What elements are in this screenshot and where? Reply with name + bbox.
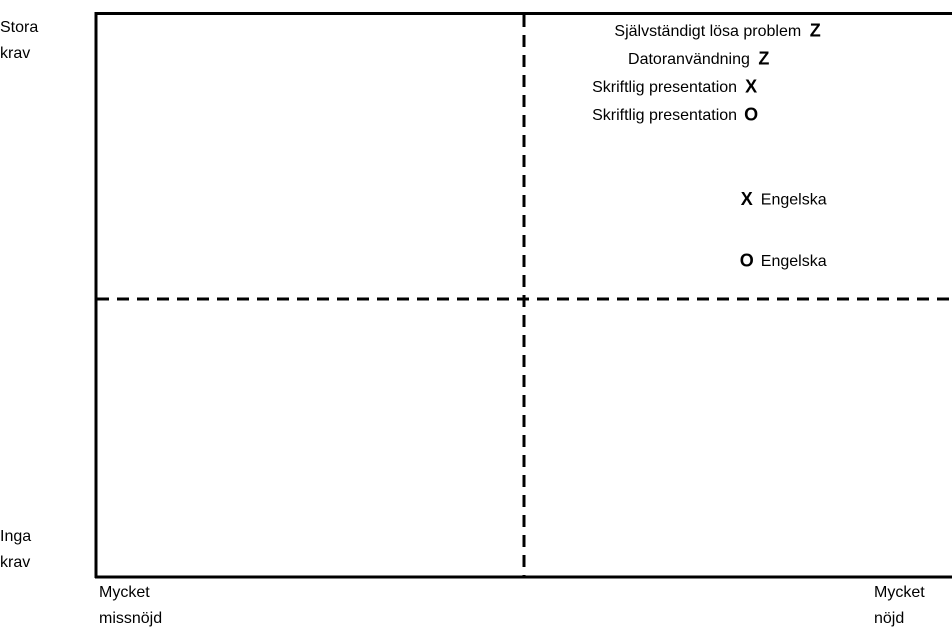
point-label: Datoranvändning (628, 51, 750, 68)
point-label: Engelska (761, 191, 827, 208)
point-marker: X (745, 77, 757, 97)
y-axis-high-label: Stora krav (0, 19, 39, 62)
data-point: Datoranvändning Z (628, 49, 769, 69)
point-label: Engelska (761, 253, 827, 270)
point-marker: O (740, 251, 754, 271)
point-marker: X (741, 189, 753, 209)
x-axis-high-label: Mycket nöjd (874, 584, 925, 627)
point-label: Skriftlig presentation (592, 107, 737, 124)
data-point: Skriftlig presentation O (592, 105, 758, 125)
data-point: Engelska X (741, 189, 827, 209)
point-marker: O (744, 105, 758, 125)
x-axis-low-label: Mycket missnöjd (99, 584, 163, 627)
data-point: Engelska O (740, 251, 827, 271)
point-label: Skriftlig presentation (592, 79, 737, 96)
point-marker: Z (810, 21, 821, 41)
point-label: Självständigt lösa problem (614, 23, 801, 40)
y-axis-low-label: Inga krav (0, 528, 32, 571)
data-point: Självständigt lösa problem Z (614, 21, 820, 41)
data-point: Skriftlig presentation X (592, 77, 757, 97)
point-marker: Z (758, 49, 769, 69)
